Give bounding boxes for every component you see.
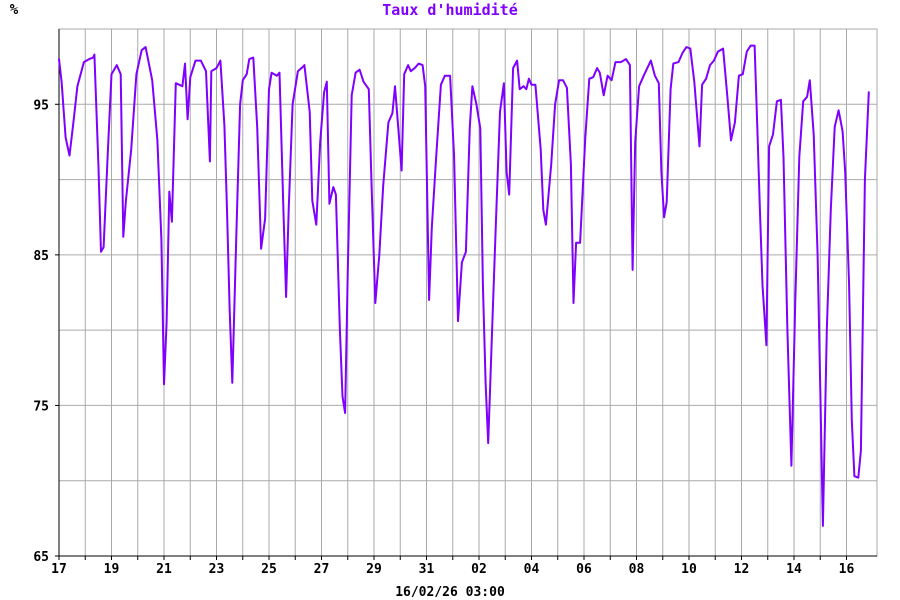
x-tick-label: 29 bbox=[366, 562, 382, 577]
plot-frame bbox=[58, 28, 878, 557]
x-tick-label: 12 bbox=[734, 562, 750, 577]
x-tick-label: 31 bbox=[419, 562, 435, 577]
x-tick-label: 08 bbox=[629, 562, 645, 577]
grid-layer bbox=[58, 28, 878, 557]
y-tick-label: 85 bbox=[33, 249, 49, 264]
x-tick-label: 25 bbox=[261, 562, 277, 577]
series-layer bbox=[58, 44, 870, 527]
x-tick-label: 17 bbox=[51, 562, 67, 577]
x-tick-label: 10 bbox=[681, 562, 697, 577]
x-tick-label: 16 bbox=[839, 562, 855, 577]
x-tick-label: 23 bbox=[209, 562, 225, 577]
x-tick-label: 19 bbox=[104, 562, 120, 577]
x-axis-caption: 16/02/26 03:00 bbox=[395, 585, 505, 600]
x-tick-label: 14 bbox=[786, 562, 802, 577]
x-tick-label: 27 bbox=[314, 562, 330, 577]
x-tick-label: 04 bbox=[524, 562, 540, 577]
x-tick-label: 21 bbox=[156, 562, 172, 577]
y-axis-unit-label: % bbox=[10, 2, 19, 18]
x-tick-label: 06 bbox=[576, 562, 592, 577]
x-tick-label: 02 bbox=[471, 562, 487, 577]
y-tick-label: 65 bbox=[33, 550, 49, 565]
y-tick-label: 75 bbox=[33, 399, 49, 414]
humidity-series-line bbox=[58, 44, 870, 527]
tick-label-layer: 17 19 21 23 25 27 29 31 02 04 06 08 10 12 14 16 65 75 85 95 bbox=[33, 98, 854, 577]
axis-layer bbox=[55, 29, 877, 560]
chart-title: Taux d'humidité bbox=[382, 1, 517, 19]
y-tick-label: 95 bbox=[33, 98, 49, 113]
